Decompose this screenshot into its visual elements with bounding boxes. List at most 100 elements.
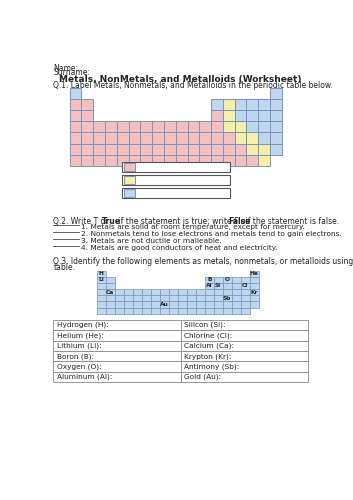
Bar — [128, 132, 140, 143]
Bar — [160, 308, 169, 314]
Bar — [164, 154, 176, 166]
Bar — [250, 270, 259, 277]
Bar — [151, 289, 160, 295]
Bar — [241, 277, 250, 283]
Bar — [53, 320, 181, 330]
Text: 4. Metals are good conductors of heat and electricity.: 4. Metals are good conductors of heat an… — [80, 245, 277, 251]
Bar — [187, 302, 196, 308]
Bar — [82, 144, 93, 154]
Text: Chlorine (Cl):: Chlorine (Cl): — [184, 332, 232, 338]
Bar — [160, 295, 169, 302]
Text: Silicon (Si):: Silicon (Si): — [184, 322, 226, 328]
Bar — [223, 132, 235, 143]
Bar — [181, 362, 309, 372]
Bar — [151, 295, 160, 302]
Bar — [160, 289, 169, 295]
Bar — [223, 302, 232, 308]
Bar — [70, 144, 82, 154]
Bar — [115, 308, 124, 314]
Bar — [97, 295, 106, 302]
Text: Ca: Ca — [106, 290, 114, 294]
Bar — [250, 283, 259, 289]
Bar — [232, 295, 241, 302]
Bar — [115, 295, 124, 302]
Bar — [246, 154, 258, 166]
Bar — [152, 121, 164, 132]
Bar — [246, 132, 258, 143]
Bar — [270, 121, 282, 132]
Bar — [199, 144, 211, 154]
Bar — [258, 144, 270, 154]
Bar — [205, 277, 214, 283]
Bar — [82, 110, 93, 121]
Bar — [169, 308, 178, 314]
Text: if the statement is true; write F or: if the statement is true; write F or — [116, 218, 251, 226]
Bar — [181, 340, 309, 351]
Bar — [241, 283, 250, 289]
Bar — [106, 289, 115, 295]
Bar — [133, 289, 142, 295]
Bar — [169, 295, 178, 302]
Bar — [250, 302, 259, 308]
Bar — [187, 144, 199, 154]
Bar — [106, 302, 115, 308]
Bar — [196, 302, 205, 308]
Bar — [187, 295, 196, 302]
Text: Helium (He):: Helium (He): — [56, 332, 103, 338]
Text: Hydrogen (H):: Hydrogen (H): — [56, 322, 108, 328]
Bar — [176, 154, 187, 166]
Bar — [241, 308, 250, 314]
Bar — [223, 144, 235, 154]
Bar — [214, 308, 223, 314]
Bar — [196, 289, 205, 295]
Bar — [70, 110, 82, 121]
Bar — [246, 110, 258, 121]
Bar — [128, 121, 140, 132]
Text: Si: Si — [215, 284, 221, 288]
Bar — [164, 132, 176, 143]
Bar — [53, 351, 181, 362]
Bar — [241, 302, 250, 308]
Bar — [232, 277, 241, 283]
Bar — [124, 163, 135, 171]
Text: Surname:: Surname: — [53, 68, 90, 78]
Bar — [214, 289, 223, 295]
Bar — [223, 277, 232, 283]
Bar — [176, 144, 187, 154]
Bar — [205, 289, 214, 295]
Bar — [124, 308, 133, 314]
Bar — [178, 308, 187, 314]
Text: Calcium (Ca):: Calcium (Ca): — [184, 342, 234, 349]
Bar — [164, 144, 176, 154]
Bar — [250, 277, 259, 283]
Bar — [270, 132, 282, 143]
Text: Sb: Sb — [223, 296, 231, 301]
Bar — [122, 175, 230, 185]
Text: 3. Metals are not ductile or malleable.: 3. Metals are not ductile or malleable. — [80, 238, 221, 244]
Text: Name:: Name: — [53, 64, 78, 73]
Bar — [164, 121, 176, 132]
Bar — [142, 295, 151, 302]
Bar — [70, 99, 82, 110]
Bar — [93, 132, 105, 143]
Text: Boron (B):: Boron (B): — [56, 353, 94, 360]
Bar — [93, 154, 105, 166]
Bar — [117, 144, 128, 154]
Text: Q.1. Label Metals, Nonmetals, and Metalloids in the periodic table below.: Q.1. Label Metals, Nonmetals, and Metall… — [53, 81, 333, 90]
Bar — [122, 162, 230, 172]
Bar — [97, 270, 106, 277]
Bar — [258, 121, 270, 132]
Bar — [211, 154, 223, 166]
Text: 1. Metals are solid at room temperature, except for mercury.: 1. Metals are solid at room temperature,… — [80, 224, 304, 230]
Bar — [176, 121, 187, 132]
Text: Cl: Cl — [242, 284, 249, 288]
Bar — [176, 132, 187, 143]
Bar — [133, 295, 142, 302]
Text: Krypton (Kr):: Krypton (Kr): — [184, 353, 231, 360]
Bar — [97, 302, 106, 308]
Bar — [241, 295, 250, 302]
Bar — [223, 295, 232, 302]
Text: True: True — [101, 218, 120, 226]
Bar — [117, 154, 128, 166]
Bar — [181, 330, 309, 340]
